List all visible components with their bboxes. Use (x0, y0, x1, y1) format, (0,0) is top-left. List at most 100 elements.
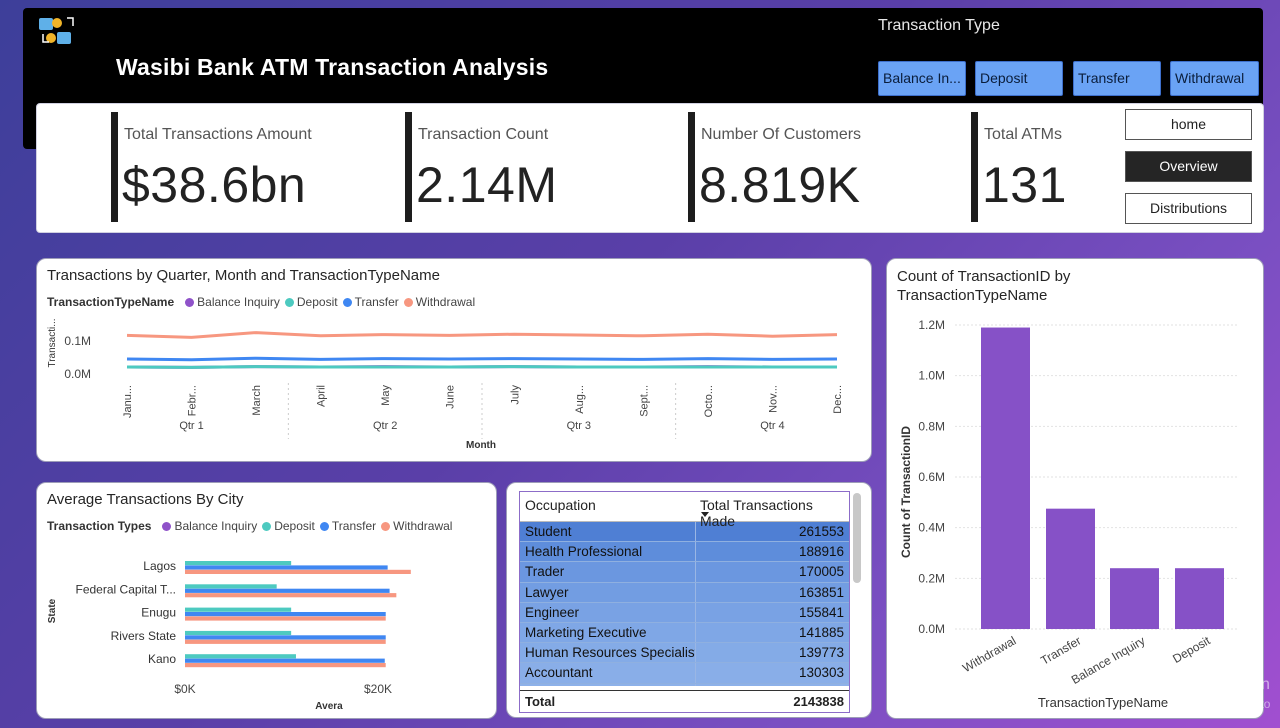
legend-dot-deposit (262, 521, 272, 531)
occupation-cell: Lawyer (520, 582, 696, 602)
city-bar-transfer (185, 612, 386, 617)
table-row[interactable]: Marketing Executive 141885 (520, 622, 849, 644)
count-bar-balance-inquiry (1110, 568, 1159, 629)
month-tick-label: May (380, 385, 392, 406)
month-tick-label: July (509, 385, 521, 405)
occupation-cell: Marketing Executive (520, 622, 696, 643)
count-y-axis-label: Count of TransactionID (899, 426, 913, 558)
table-header: Occupation Total Transactions Made (520, 492, 849, 529)
report-title: Wasibi Bank ATM Transaction Analysis (116, 54, 549, 80)
city-x-axis-label: Avera (315, 701, 343, 712)
series-line-deposit (126, 365, 837, 369)
month-tick-label: June (445, 385, 457, 409)
city-category-label: Lagos (143, 559, 176, 573)
column-header-occupation[interactable]: Occupation (525, 497, 596, 513)
city-bar-transfer (185, 588, 390, 593)
occupation-cell: M... (520, 683, 696, 686)
slicer-transfer[interactable]: Transfer (1073, 61, 1161, 96)
count-x-axis-label: TransactionTypeName (1038, 695, 1168, 710)
line-ytick: 0.0M (64, 367, 91, 381)
table-total-row: Total 2143838 (520, 690, 849, 712)
legend-balance: Balance Inquiry (174, 519, 258, 533)
count-chart-title: Count of TransactionID by TransactionTyp… (897, 268, 1071, 304)
month-tick-label: Febr... (187, 385, 199, 416)
kpi-transaction-count: Transaction Count 2.14M (405, 112, 683, 222)
distributions-button[interactable]: Distributions (1125, 193, 1252, 224)
total-cell: 170005 (798, 564, 844, 580)
table-scrollbar[interactable] (853, 493, 861, 583)
legend-deposit: Deposit (274, 519, 315, 533)
legend-dot-transfer (319, 521, 329, 531)
city-bar-withdrawal (185, 616, 386, 621)
occupation-cell: Health Professional (520, 542, 696, 562)
occupation-table-card: Occupation Total Transactions Made Stude… (506, 482, 872, 718)
count-bar-withdrawal (981, 327, 1030, 629)
total-value: 2143838 (793, 694, 844, 709)
total-cell: 155841 (798, 604, 844, 620)
city-chart-title: Average Transactions By City (47, 491, 244, 508)
city-chart-card: Average Transactions By City Transaction… (36, 482, 497, 719)
table-row[interactable]: Lawyer 163851 (520, 582, 849, 603)
quarter-label: Qtr 3 (567, 420, 591, 432)
city-bar-deposit (185, 584, 277, 589)
legend-dot-balance (162, 521, 172, 531)
city-category-label: Rivers State (111, 629, 177, 643)
slicer-withdrawal[interactable]: Withdrawal (1170, 61, 1259, 96)
city-bar-withdrawal (185, 639, 386, 644)
month-tick-label: Aug... (574, 385, 586, 414)
kpi-label: Number Of Customers (701, 126, 862, 143)
occupation-cell: Accountant (520, 663, 696, 683)
city-bar-withdrawal (185, 569, 411, 574)
city-bar-transfer (185, 565, 388, 570)
table-row[interactable]: Accountant 130303 (520, 663, 849, 684)
count-category-label: Withdrawal (960, 633, 1018, 675)
city-y-axis-label: State (47, 598, 58, 623)
total-cell: 130303 (798, 665, 844, 681)
home-button[interactable]: home (1125, 109, 1252, 140)
city-bar-withdrawal (185, 593, 397, 598)
kpi-number-customers: Number Of Customers 8.819K (688, 112, 966, 222)
month-tick-label: Octo... (703, 385, 715, 417)
line-chart-card: Transactions by Quarter, Month and Trans… (36, 258, 872, 462)
count-ytick: 0.6M (918, 470, 945, 484)
slicer-deposit[interactable]: Deposit (975, 61, 1063, 96)
city-bar-deposit (185, 654, 296, 659)
line-ytick: 0.1M (64, 334, 91, 348)
line-x-axis-label: Month (466, 440, 496, 451)
city-category-label: Enugu (141, 606, 176, 620)
kpi-label: Total ATMs (984, 126, 1062, 143)
legend-dot-withdrawal (381, 521, 391, 531)
occupation-table: Occupation Total Transactions Made Stude… (519, 491, 850, 713)
table-row[interactable]: Health Professional 188916 (520, 542, 849, 563)
city-bar-deposit (185, 561, 292, 566)
city-bar-withdrawal (185, 663, 386, 668)
legend-balance: Balance Inquiry (197, 295, 280, 309)
table-row[interactable]: Student 261553 (520, 522, 849, 543)
sort-desc-icon (701, 512, 709, 517)
month-tick-label: Dec... (832, 385, 844, 414)
slicer-balance-inquiry[interactable]: Balance In... (878, 61, 966, 96)
table-row[interactable]: Trader 170005 (520, 562, 849, 583)
column-header-total[interactable]: Total Transactions Made (696, 492, 849, 529)
total-cell: 139773 (798, 645, 844, 661)
kpi-total-atms: Total ATMs 131 (971, 112, 1119, 222)
table-row[interactable]: M...129256 (520, 683, 849, 686)
table-row[interactable]: Engineer 155841 (520, 602, 849, 623)
legend-title: TransactionTypeName (47, 295, 175, 309)
occupation-cell: Trader (520, 562, 696, 582)
count-category-label: Deposit (1170, 633, 1213, 666)
overview-button[interactable]: Overview (1125, 151, 1252, 182)
legend-transfer: Transfer (331, 519, 377, 533)
quarter-label: Qtr 1 (179, 420, 203, 432)
total-label: Total (525, 694, 556, 709)
total-cell: 163851 (798, 584, 844, 600)
legend-dot-deposit (284, 297, 294, 307)
kpi-value: $38.6bn (122, 157, 307, 213)
city-chart-plot: State Lagos Federal Capital T... Enugu Rive… (47, 559, 411, 712)
kpi-value: 131 (982, 157, 1067, 213)
count-ytick: 0.2M (918, 571, 945, 585)
column-header-total-label: Total Transactions Made (700, 497, 813, 529)
table-row[interactable]: Human Resources Specialist 139773 (520, 643, 849, 664)
count-ytick: 0.8M (918, 419, 945, 433)
occupation-cell: Human Resources Specialist (520, 643, 696, 663)
